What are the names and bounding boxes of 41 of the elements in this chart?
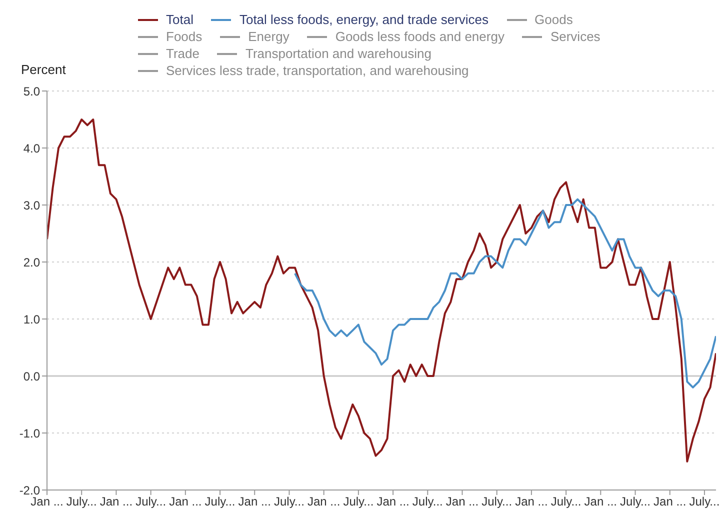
legend-label: Goods (534, 12, 573, 28)
x-tick-label: Jan ... (376, 494, 410, 509)
x-tick-label: Jan ... (654, 494, 686, 509)
x-tick-label: Jan ... (169, 494, 202, 509)
x-tick-label: July... (136, 494, 166, 509)
legend-label: Services less trade, transportation, and warehousing (166, 63, 469, 79)
x-tick-label: July... (343, 494, 374, 509)
x-tick-label: Jan ... (238, 494, 271, 509)
line-series (47, 118, 716, 462)
legend-label: Total (166, 12, 194, 28)
legend-label: Trade (166, 46, 200, 62)
y-tick-label: 4.0 (23, 141, 40, 156)
legend-label: Total less foods, energy, and trade services (239, 12, 489, 28)
y-tick-label: 3.0 (23, 198, 40, 212)
x-tick-label: Jan ... (30, 494, 64, 509)
legend-label: Transportation and warehousing (245, 46, 432, 62)
x-tick-label: July... (482, 494, 512, 509)
x-tick-label: Jan ... (100, 494, 133, 509)
x-tick-label: July... (689, 494, 719, 509)
x-tick-label: Jan ... (446, 494, 479, 509)
y-tick-label: -2.0 (19, 483, 40, 498)
y-tick-label: 1.0 (23, 312, 40, 326)
legend-label: Energy (248, 29, 290, 45)
x-tick-label: July... (66, 494, 97, 509)
x-tick-label: July... (274, 494, 304, 509)
x-tick-label: Jan ... (584, 494, 617, 509)
x-tick-label: July... (204, 494, 236, 509)
y-tick-label: 0.0 (23, 369, 40, 384)
y-tick-label: -1.0 (19, 426, 40, 440)
y-tick-label: 5.0 (23, 84, 40, 98)
y-tick-label: 2.0 (23, 255, 40, 270)
line-series (294, 198, 716, 388)
x-tick-label: July... (550, 494, 582, 509)
x-tick-label: July... (620, 494, 650, 509)
legend-label: Services (550, 29, 600, 45)
legend-label: Goods less foods and energy (335, 29, 504, 45)
x-tick-label: Jan ... (307, 494, 340, 509)
x-tick-label: July... (412, 494, 443, 509)
legend-label: Foods (166, 29, 202, 45)
y-axis-title: Percent (21, 62, 66, 77)
x-tick-label: Jan ... (515, 494, 548, 509)
